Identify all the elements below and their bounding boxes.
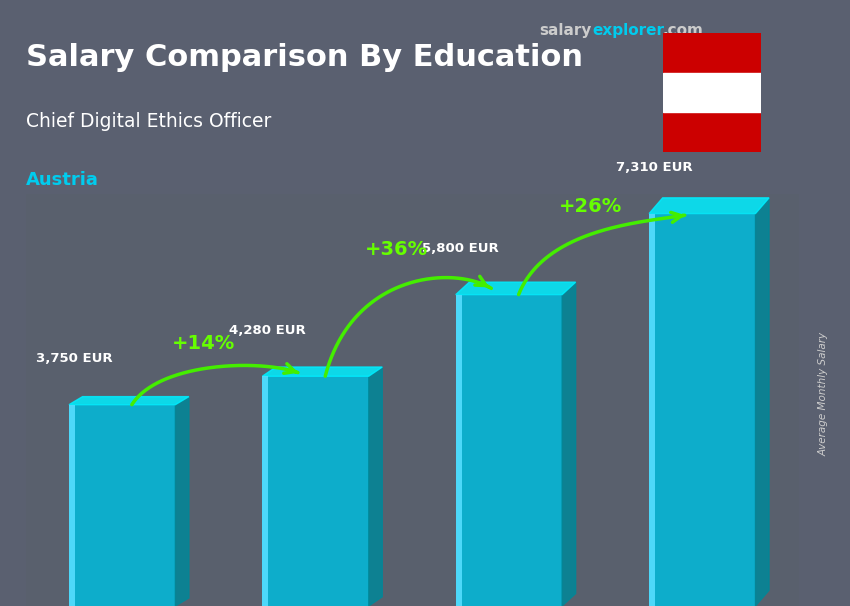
Text: Average Monthly Salary: Average Monthly Salary	[819, 332, 829, 456]
Bar	[649, 213, 655, 606]
Text: +14%: +14%	[172, 334, 235, 353]
Bar	[456, 295, 462, 606]
Bar	[649, 213, 756, 606]
Polygon shape	[562, 282, 575, 606]
Text: 4,280 EUR: 4,280 EUR	[229, 324, 306, 337]
Polygon shape	[69, 396, 189, 405]
Polygon shape	[175, 396, 189, 606]
Polygon shape	[456, 282, 575, 295]
Text: 5,800 EUR: 5,800 EUR	[422, 242, 499, 255]
Text: .com: .com	[662, 23, 703, 38]
Text: Salary Comparison By Education: Salary Comparison By Education	[26, 42, 582, 72]
Polygon shape	[263, 367, 382, 376]
Polygon shape	[369, 367, 382, 606]
Bar	[69, 405, 75, 606]
Text: salary: salary	[540, 23, 592, 38]
Bar	[69, 405, 175, 606]
Text: +36%: +36%	[366, 240, 428, 259]
Polygon shape	[649, 198, 769, 213]
Text: 3,750 EUR: 3,750 EUR	[36, 353, 112, 365]
Bar	[456, 295, 562, 606]
Text: Chief Digital Ethics Officer: Chief Digital Ethics Officer	[26, 113, 271, 132]
Bar	[663, 73, 761, 112]
Text: +26%: +26%	[558, 196, 622, 216]
Bar	[263, 376, 369, 606]
Bar	[263, 376, 269, 606]
Text: 7,310 EUR: 7,310 EUR	[615, 161, 692, 175]
Text: Austria: Austria	[26, 171, 99, 188]
Polygon shape	[756, 198, 769, 606]
Text: explorer: explorer	[592, 23, 665, 38]
